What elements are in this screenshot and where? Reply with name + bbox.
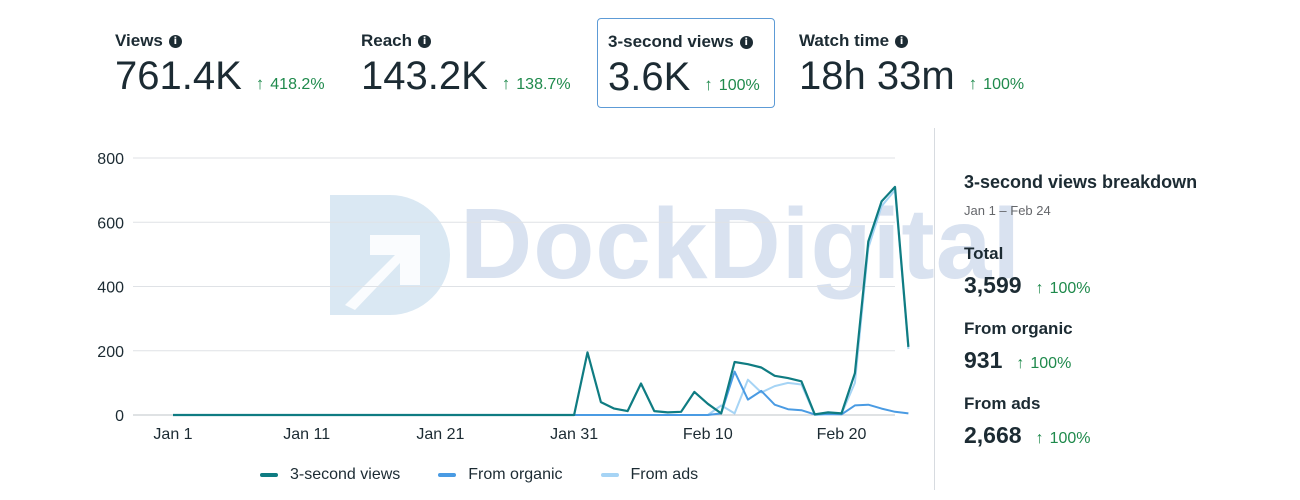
legend-swatch	[600, 473, 619, 477]
series-line-from-organic[interactable]	[173, 370, 909, 416]
metric-delta: ↑ 100%	[968, 74, 1025, 93]
breakdown-panel: 3-second views breakdown Jan 1 – Feb 24 …	[964, 172, 1284, 449]
metrics-bar: Views i 761.4K ↑ 418.2% Reach i 143.2K ↑ 138.7…	[0, 18, 1300, 110]
legend-swatch	[438, 473, 457, 477]
y-tick-label: 400	[97, 280, 124, 297]
breakdown-value: 931	[964, 347, 1003, 373]
x-tick-label: Feb 10	[683, 426, 733, 443]
metric-value: 18h 33m	[799, 54, 955, 98]
x-tick-label: Jan 31	[550, 426, 598, 443]
metric-reach[interactable]: Reach i 143.2K ↑ 138.7%	[351, 18, 591, 108]
breakdown-value: 2,668	[964, 422, 1022, 448]
metric-value: 3.6K	[608, 55, 691, 99]
y-tick-label: 600	[97, 215, 124, 232]
y-tick-label: 800	[97, 151, 124, 168]
x-tick-label: Feb 20	[817, 426, 867, 443]
up-arrow-icon: ↑	[1035, 430, 1044, 447]
metric-delta: ↑ 138.7%	[501, 74, 571, 93]
up-arrow-icon: ↑	[255, 74, 265, 93]
chart-svg: 0 200 400 600 800 Jan 1 Jan 11 Jan 21 Jan 31 Feb …	[97, 151, 910, 443]
legend-label: 3-second views	[290, 466, 401, 483]
up-arrow-icon: ↑	[1016, 355, 1025, 372]
legend-item-from-organic[interactable]: From organic	[438, 466, 563, 484]
breakdown-label: From ads	[964, 394, 1041, 413]
up-arrow-icon: ↑	[704, 75, 713, 94]
line-chart: 0 200 400 600 800 Jan 1 Jan 11 Jan 21 Jan 31 Feb …	[0, 120, 930, 500]
legend-item-3-second-views[interactable]: 3-second views	[260, 466, 400, 484]
metric-delta: ↑ 100%	[704, 75, 760, 94]
info-icon[interactable]: i	[168, 34, 182, 48]
legend-label: From organic	[468, 466, 563, 483]
info-icon[interactable]: i	[418, 34, 432, 48]
breakdown-label: From organic	[964, 319, 1073, 338]
legend-swatch	[260, 473, 278, 477]
metric-watch-time[interactable]: Watch time i 18h 33m ↑ 100%	[789, 18, 1049, 108]
breakdown-date-range: Jan 1 – Feb 24	[964, 203, 1051, 218]
legend-item-from-ads[interactable]: From ads	[600, 466, 699, 484]
x-tick-label: Jan 21	[416, 426, 464, 443]
metric-label: Watch time	[799, 31, 890, 50]
breakdown-organic: From organic 931 ↑ 100%	[964, 319, 1284, 374]
metric-value: 143.2K	[361, 54, 488, 98]
metric-label: Reach	[361, 31, 413, 50]
breakdown-delta: ↑ 100%	[1035, 430, 1091, 447]
x-tick-label: Jan 1	[153, 426, 192, 443]
chart-legend: 3-second views From organic From ads	[260, 466, 698, 484]
panel-divider	[934, 128, 935, 490]
metric-delta: ↑ 418.2%	[255, 74, 325, 93]
legend-label: From ads	[630, 466, 699, 483]
up-arrow-icon: ↑	[1035, 280, 1044, 297]
up-arrow-icon: ↑	[968, 74, 978, 93]
breakdown-value: 3,599	[964, 272, 1022, 298]
x-tick-label: Jan 11	[283, 426, 330, 443]
breakdown-delta: ↑ 100%	[1035, 280, 1091, 297]
metric-3-second-views[interactable]: 3-second views i 3.6K ↑ 100%	[597, 18, 775, 108]
up-arrow-icon: ↑	[501, 74, 511, 93]
breakdown-delta: ↑ 100%	[1016, 355, 1072, 372]
metric-label: 3-second views	[608, 32, 734, 51]
series-line-3-second-views[interactable]	[173, 185, 910, 417]
breakdown-label: Total	[964, 244, 1004, 263]
breakdown-ads: From ads 2,668 ↑ 100%	[964, 394, 1284, 449]
metric-label: Views	[115, 31, 163, 50]
y-tick-label: 200	[97, 344, 124, 361]
metric-value: 761.4K	[115, 54, 242, 98]
info-icon[interactable]: i	[739, 35, 753, 49]
metric-views[interactable]: Views i 761.4K ↑ 418.2%	[105, 18, 345, 108]
breakdown-title: 3-second views breakdown	[964, 172, 1198, 192]
y-tick-label: 0	[115, 408, 124, 425]
breakdown-total: Total 3,599 ↑ 100%	[964, 244, 1284, 299]
info-icon[interactable]: i	[895, 34, 909, 48]
